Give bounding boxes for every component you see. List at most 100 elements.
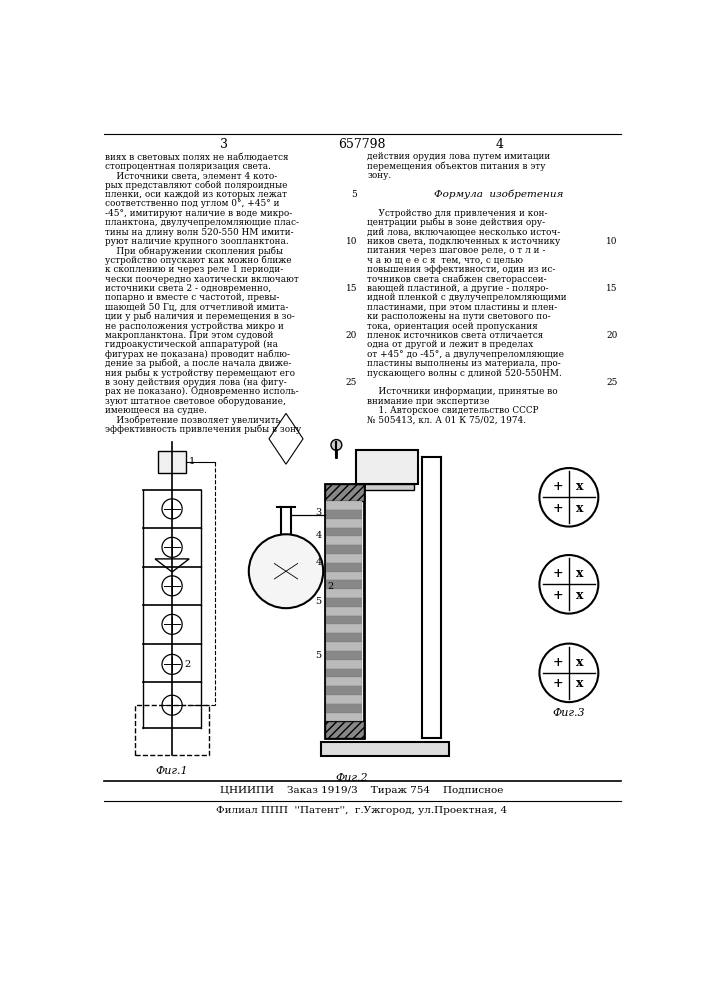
Text: имеющееся на судне.: имеющееся на судне. bbox=[105, 406, 207, 415]
Text: ников света, подключенных к источнику: ников света, подключенных к источнику bbox=[368, 237, 561, 246]
Text: 5: 5 bbox=[351, 190, 357, 199]
Circle shape bbox=[539, 468, 598, 527]
Text: устройство опускают как можно ближе: устройство опускают как можно ближе bbox=[105, 256, 292, 265]
Text: чески поочередно хаотически включают: чески поочередно хаотически включают bbox=[105, 275, 299, 284]
Bar bbox=[327, 651, 362, 660]
Text: тока, ориентация осей пропускания: тока, ориентация осей пропускания bbox=[368, 322, 538, 331]
Bar bbox=[135, 705, 209, 755]
Text: 3: 3 bbox=[220, 138, 228, 151]
Bar bbox=[327, 660, 362, 669]
Text: 3: 3 bbox=[315, 508, 322, 517]
Text: зуют штатное световое оборудование,: зуют штатное световое оборудование, bbox=[105, 396, 286, 406]
Text: +: + bbox=[553, 677, 563, 690]
Text: +: + bbox=[553, 589, 563, 602]
Bar bbox=[327, 677, 362, 686]
Text: 10: 10 bbox=[346, 237, 357, 246]
Bar bbox=[327, 713, 362, 721]
Circle shape bbox=[162, 695, 182, 715]
Text: к скоплению и через реле 1 периоди-: к скоплению и через реле 1 периоди- bbox=[105, 265, 284, 274]
Text: руют наличие крупного зоопланктона.: руют наличие крупного зоопланктона. bbox=[105, 237, 289, 246]
Text: повышения эффективности, один из ис-: повышения эффективности, один из ис- bbox=[368, 265, 556, 274]
Text: попарно и вместе с частотой, превы-: попарно и вместе с частотой, превы- bbox=[105, 293, 280, 302]
Text: Формула  изобретения: Формула изобретения bbox=[434, 190, 563, 199]
Text: x: x bbox=[576, 502, 583, 515]
Bar bbox=[327, 554, 362, 563]
Text: тины на длину волн 520-550 НМ имити-: тины на длину волн 520-550 НМ имити- bbox=[105, 228, 294, 237]
Text: +: + bbox=[553, 480, 563, 493]
Bar bbox=[360, 484, 414, 490]
Circle shape bbox=[162, 537, 182, 557]
Text: 4: 4 bbox=[315, 531, 322, 540]
Circle shape bbox=[162, 654, 182, 674]
Text: 4: 4 bbox=[315, 558, 322, 567]
Bar bbox=[327, 633, 362, 642]
Text: 15: 15 bbox=[606, 284, 618, 293]
Text: ния рыбы к устройству перемещают его: ния рыбы к устройству перемещают его bbox=[105, 368, 296, 378]
Text: макропланктона. При этом судовой: макропланктона. При этом судовой bbox=[105, 331, 274, 340]
Text: источники света 2 - одновременно,: источники света 2 - одновременно, bbox=[105, 284, 271, 293]
Bar bbox=[356, 450, 418, 484]
Bar bbox=[327, 598, 362, 607]
Bar bbox=[327, 545, 362, 554]
Text: +: + bbox=[553, 656, 563, 669]
Text: соответственно под углом 0°, +45° и: соответственно под углом 0°, +45° и bbox=[105, 199, 280, 208]
Text: ции у рыб наличия и перемещения в зо-: ции у рыб наличия и перемещения в зо- bbox=[105, 312, 296, 321]
Text: не расположения устройства микро и: не расположения устройства микро и bbox=[105, 322, 284, 331]
Circle shape bbox=[539, 644, 598, 702]
Text: действия орудия лова путем имитации: действия орудия лова путем имитации bbox=[368, 152, 551, 161]
Text: одна от другой и лежит в пределах: одна от другой и лежит в пределах bbox=[368, 340, 534, 349]
Circle shape bbox=[331, 440, 341, 450]
Bar bbox=[327, 624, 362, 633]
Bar bbox=[327, 528, 362, 536]
Text: x: x bbox=[576, 656, 583, 669]
Text: шающей 50 Гц, для отчетливой имита-: шающей 50 Гц, для отчетливой имита- bbox=[105, 303, 288, 312]
Text: рых представляют собой поляроидные: рых представляют собой поляроидные bbox=[105, 180, 288, 190]
Bar bbox=[327, 616, 362, 624]
Text: идной пленкой с двулучепреломляющими: идной пленкой с двулучепреломляющими bbox=[368, 293, 567, 302]
Text: перемещения объектов питания в эту: перемещения объектов питания в эту bbox=[368, 162, 546, 171]
Text: точников света снабжен светорассеи-: точников света снабжен светорассеи- bbox=[368, 274, 547, 284]
Text: Источники света, элемент 4 кото-: Источники света, элемент 4 кото- bbox=[105, 171, 278, 180]
Text: ч а ю щ е е с я  тем, что, с целью: ч а ю щ е е с я тем, что, с целью bbox=[368, 256, 523, 265]
Text: фигурах не показана) проводит наблю-: фигурах не показана) проводит наблю- bbox=[105, 349, 291, 359]
Text: x: x bbox=[576, 677, 583, 690]
Text: x: x bbox=[576, 589, 583, 602]
Text: стопроцентная поляризация света.: стопроцентная поляризация света. bbox=[105, 162, 271, 171]
Circle shape bbox=[162, 499, 182, 519]
Text: внимание при экспертизе: внимание при экспертизе bbox=[368, 397, 490, 406]
Text: ки расположены на пути светового по-: ки расположены на пути светового по- bbox=[368, 312, 551, 321]
Text: пленок источников света отличается: пленок источников света отличается bbox=[368, 331, 544, 340]
Text: центрации рыбы в зоне действия ору-: центрации рыбы в зоне действия ору- bbox=[368, 218, 546, 227]
Bar bbox=[327, 536, 362, 545]
Text: 20: 20 bbox=[346, 331, 357, 340]
Bar bbox=[327, 519, 362, 528]
Bar bbox=[327, 572, 362, 580]
Bar bbox=[327, 501, 362, 510]
Text: вающей пластиной, а другие - поляро-: вающей пластиной, а другие - поляро- bbox=[368, 284, 549, 293]
Bar bbox=[327, 695, 362, 704]
Text: питания через шаговое реле, о т л и -: питания через шаговое реле, о т л и - bbox=[368, 246, 546, 255]
Bar bbox=[327, 510, 362, 519]
Text: 1: 1 bbox=[189, 457, 195, 466]
Text: +: + bbox=[553, 567, 563, 580]
Text: пленки, оси каждой из которых лежат: пленки, оси каждой из которых лежат bbox=[105, 190, 288, 199]
Text: 25: 25 bbox=[346, 378, 357, 387]
Text: в зону действия орудия лова (на фигу-: в зону действия орудия лова (на фигу- bbox=[105, 378, 287, 387]
Text: При обнаружении скопления рыбы: При обнаружении скопления рыбы bbox=[105, 246, 284, 256]
Bar bbox=[327, 642, 362, 651]
Text: +: + bbox=[553, 502, 563, 515]
Bar bbox=[327, 669, 362, 677]
Text: планктона, двулучепреломляющие плас-: планктона, двулучепреломляющие плас- bbox=[105, 218, 300, 227]
Bar bbox=[327, 563, 362, 572]
Bar bbox=[325, 721, 363, 738]
Bar bbox=[158, 451, 186, 473]
Text: Филиал ППП  ''Патент'',  г.Ужгород, ул.Проектная, 4: Филиал ППП ''Патент'', г.Ужгород, ул.Про… bbox=[216, 806, 508, 815]
Text: дение за рыбой, а после начала движе-: дение за рыбой, а после начала движе- bbox=[105, 359, 292, 368]
Text: пускающего волны с длиной 520-550НМ.: пускающего волны с длиной 520-550НМ. bbox=[368, 369, 562, 378]
Text: гидроакустической аппаратурой (на: гидроакустической аппаратурой (на bbox=[105, 340, 279, 349]
Text: эффективность привлечения рыбы в зону: эффективность привлечения рыбы в зону bbox=[105, 425, 302, 434]
Text: дий лова, включающее несколько источ-: дий лова, включающее несколько источ- bbox=[368, 228, 561, 237]
Circle shape bbox=[162, 576, 182, 596]
Text: 2: 2 bbox=[185, 660, 191, 669]
Text: x: x bbox=[576, 567, 583, 580]
